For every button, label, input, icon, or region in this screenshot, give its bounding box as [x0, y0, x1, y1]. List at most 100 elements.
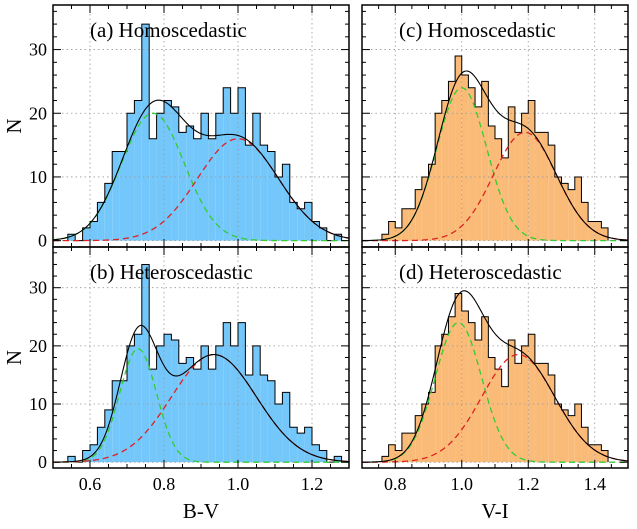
hist-bar [267, 380, 275, 463]
hist-bar [223, 87, 231, 241]
hist-bar [435, 345, 442, 463]
panel-label: (b) Heteroscedastic [90, 260, 253, 284]
total-fit-curve [362, 290, 628, 463]
hist-bar [82, 450, 90, 463]
x-axis-title: B-V [183, 499, 219, 523]
hist-bar [468, 87, 476, 241]
hist-bar [501, 386, 509, 463]
hist-bar [401, 433, 409, 463]
hist-bar [455, 293, 462, 463]
plot-area-c [362, 5, 628, 247]
hist-bar [297, 208, 305, 241]
hist-bar [428, 164, 436, 241]
x-tick-label: 1.4 [584, 474, 607, 494]
hist-bar [67, 456, 76, 463]
hist-bar [534, 132, 542, 241]
hist-bar [164, 334, 172, 463]
hist-bar [82, 227, 90, 241]
plot-area-b [53, 247, 349, 468]
hist-bar [223, 322, 231, 463]
hist-bar [275, 176, 283, 241]
hist-bar [156, 345, 164, 463]
hist-bar [260, 145, 268, 241]
hist-bar [164, 100, 172, 241]
hist-bar [594, 444, 602, 463]
total-fit-curve [53, 99, 349, 241]
hist-bar [421, 404, 429, 463]
hist-bar [408, 433, 416, 463]
hist-bar [289, 427, 298, 463]
hist-bar [201, 113, 209, 241]
hist-bar [334, 456, 342, 463]
total-fit-curve [53, 324, 349, 463]
hist-bar [90, 221, 98, 241]
y-tick-label: 30 [29, 40, 47, 60]
hist-bar [149, 138, 157, 241]
hist-bar [208, 138, 216, 241]
panel-c: (c) Homoscedastic [361, 4, 629, 248]
plot-area-d [362, 247, 628, 468]
hist-bar [178, 363, 187, 463]
hist-bar [528, 100, 535, 241]
hist-bar [334, 234, 342, 241]
hist-bar [568, 189, 575, 241]
hist-bar [245, 145, 253, 241]
hist-bar [588, 221, 595, 241]
hist-bar [171, 106, 179, 241]
hist-bar [468, 322, 476, 463]
hist-bar [508, 106, 515, 241]
y-tick-label: 30 [29, 278, 47, 298]
hist-bar [282, 164, 290, 241]
hist-bar [141, 24, 150, 241]
hist-bar [381, 234, 389, 241]
hist-bar [448, 316, 456, 463]
hist-bar [245, 374, 253, 463]
hist-bar [528, 334, 535, 463]
hist-bar [541, 363, 549, 463]
hist-bar [561, 409, 569, 463]
hist-bar [134, 334, 142, 463]
hist-bar [514, 363, 522, 463]
x-tick-label: 1.2 [517, 474, 540, 494]
hist-bar [381, 456, 389, 463]
hist-bar [514, 132, 522, 241]
y-axis-title: N [2, 118, 26, 133]
hist-bar [388, 444, 396, 463]
hist-bar [238, 87, 246, 241]
hist-bar [238, 322, 246, 463]
panel-b: 0 10 20 30 N 0.6 0.8 1.0 1.2 B-V (b) Heteroscedast… [2, 246, 350, 523]
hist-outline [381, 55, 609, 241]
x-tick-label: 1.2 [301, 474, 324, 494]
hist-bar [319, 227, 327, 241]
hist-bar [156, 113, 164, 241]
hist-bar [581, 427, 589, 463]
hist-bar [541, 132, 549, 241]
hist-bar [312, 221, 320, 241]
hist-bar [312, 444, 320, 463]
panel-a: 0 10 20 30 N (a) Homoscedastic [2, 4, 350, 251]
hist-bar [461, 75, 469, 241]
hist-bar [304, 202, 312, 241]
hist-bar [561, 183, 569, 241]
hist-bar [488, 126, 495, 241]
hist-bar [415, 415, 422, 463]
hist-bar [112, 151, 120, 241]
hist-bar [548, 145, 555, 241]
panel-label: (a) Homoscedastic [90, 18, 247, 42]
y-tick-label: 0 [38, 231, 47, 251]
hist-bar [461, 310, 469, 463]
hist-bar [568, 415, 575, 463]
hist-bar [119, 151, 127, 241]
hist-bar [186, 126, 194, 241]
x-axis-title: V-I [481, 499, 508, 523]
hist-bar [415, 189, 422, 241]
hist-bar [548, 374, 555, 463]
total-fit-curve [362, 70, 628, 242]
x-tick-label: 0.6 [79, 474, 102, 494]
hist-bar [178, 132, 187, 241]
component-curve-2 [362, 131, 628, 242]
y-tick-label: 10 [29, 394, 47, 414]
hist-bar [508, 340, 515, 463]
y-tick-label: 20 [29, 103, 47, 123]
